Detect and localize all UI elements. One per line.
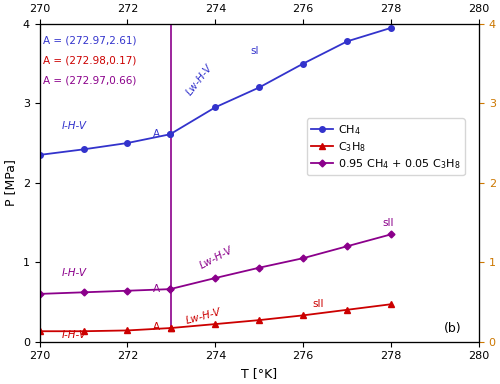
Text: sII: sII [312, 300, 324, 310]
Text: sII: sII [382, 218, 394, 228]
Text: Lw-H-V: Lw-H-V [184, 307, 222, 326]
Text: (b): (b) [444, 322, 462, 335]
Text: A: A [153, 322, 160, 332]
Text: A = (272.97,0.66): A = (272.97,0.66) [43, 76, 136, 86]
Text: sI: sI [250, 46, 259, 56]
Text: Lw-H-V: Lw-H-V [184, 63, 215, 98]
Text: I-H-V: I-H-V [62, 121, 86, 131]
Text: A: A [153, 283, 160, 293]
Legend: CH$_4$, C$_3$H$_8$, 0.95 CH$_4$ + 0.05 C$_3$H$_8$: CH$_4$, C$_3$H$_8$, 0.95 CH$_4$ + 0.05 C… [306, 118, 464, 175]
Text: Lw-H-V: Lw-H-V [198, 245, 234, 270]
Y-axis label: P [MPa]: P [MPa] [4, 159, 17, 206]
Text: A = (272.97,2.61): A = (272.97,2.61) [43, 36, 136, 46]
Text: A: A [153, 129, 160, 139]
Text: I-H-V: I-H-V [62, 330, 86, 340]
Text: A = (272.98,0.17): A = (272.98,0.17) [43, 56, 136, 66]
X-axis label: T [°K]: T [°K] [241, 367, 278, 380]
Text: I-H-V: I-H-V [62, 268, 86, 278]
